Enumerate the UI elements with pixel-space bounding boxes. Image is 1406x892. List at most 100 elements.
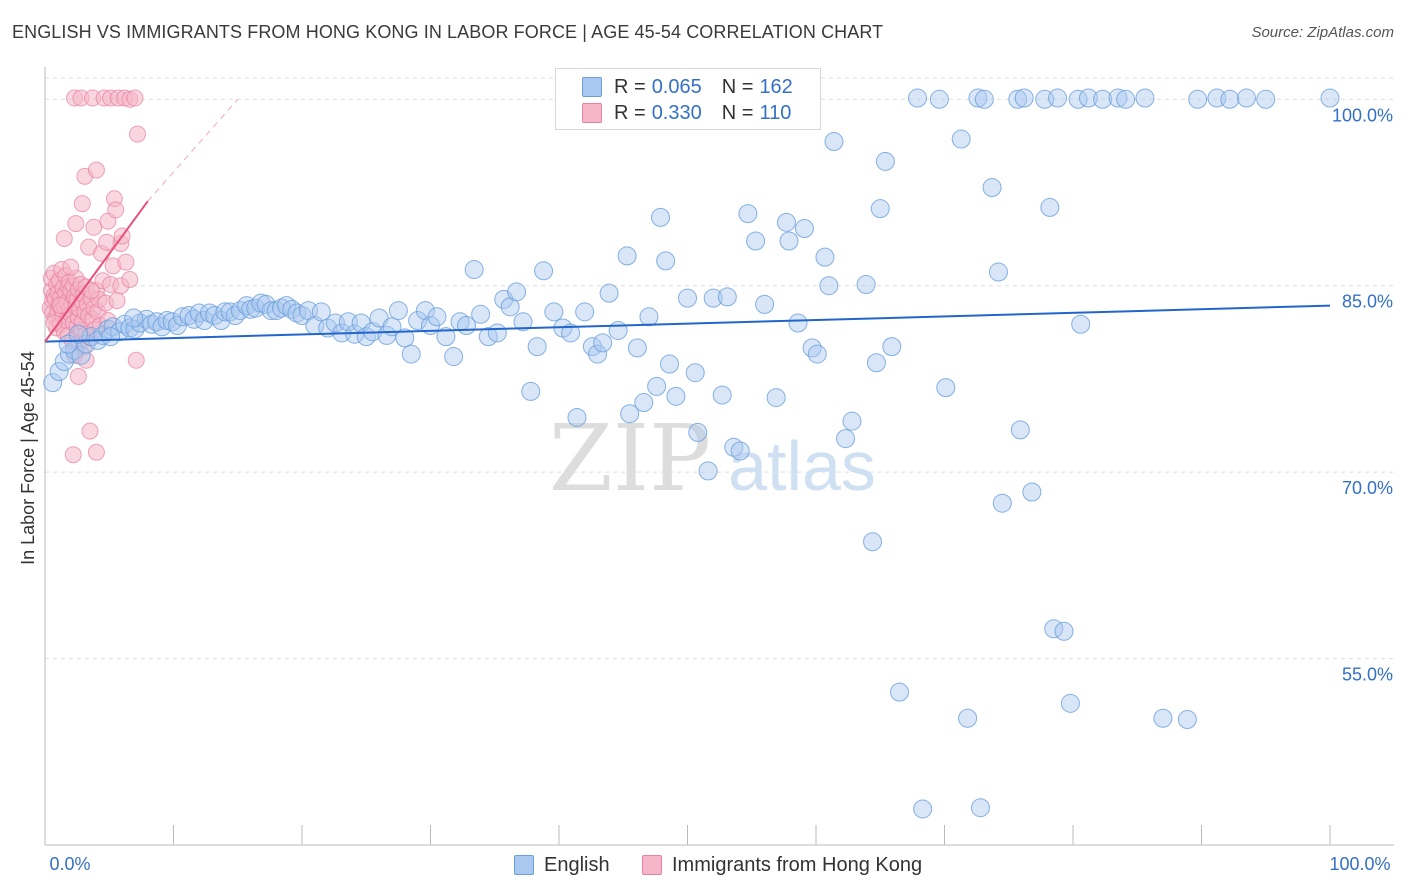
english-point [1048, 88, 1068, 108]
english-point [815, 247, 835, 267]
english-point [101, 327, 121, 347]
x-tick-label-right: 100.0% [1329, 854, 1390, 874]
english-points [43, 88, 1340, 819]
english-point [866, 353, 886, 373]
english-point [620, 404, 640, 424]
english-point [678, 288, 697, 308]
english-point [875, 151, 895, 171]
correlation-legend: R = 0.065 N = 162 R = 0.330 N = 110 [555, 68, 821, 130]
hk-point [98, 233, 116, 251]
english-point [863, 532, 883, 552]
hk-point [107, 201, 125, 219]
y-tick-label: 55.0% [1342, 665, 1393, 685]
trend-lines [44, 98, 1331, 343]
watermark: ZIP atlas [549, 405, 876, 512]
english-point [951, 129, 971, 149]
english-point [68, 324, 88, 344]
bottom-legend-english: English [514, 852, 610, 878]
english-point [487, 323, 507, 343]
english-point [49, 361, 69, 381]
english-point [282, 299, 302, 319]
y-axis-label: In Labor Force | Age 45-54 [18, 351, 38, 565]
english-point [712, 385, 732, 405]
english-point [647, 376, 667, 396]
axis-labels: 0.0% 100.0% In Labor Force | Age 45-54 5… [18, 105, 1393, 874]
legend-n-label: N = [721, 101, 754, 124]
english-point [427, 307, 447, 327]
english-point [599, 283, 619, 303]
english-point [311, 302, 331, 322]
english-point [1054, 621, 1074, 641]
english-point [958, 708, 978, 728]
watermark-atlas: atlas [728, 427, 876, 505]
english-point [634, 393, 654, 413]
hk-point [117, 253, 135, 271]
english-point [395, 328, 415, 348]
hk-point [129, 125, 147, 143]
english-point [746, 231, 766, 251]
legend-swatch-english [582, 77, 602, 97]
english-point [561, 323, 581, 343]
hk-points [41, 89, 147, 464]
y-tick-label: 70.0% [1342, 478, 1393, 498]
english-point [660, 354, 680, 374]
hk-point [108, 292, 126, 310]
english-point [1108, 88, 1128, 108]
english-point [220, 302, 240, 322]
english-point [992, 493, 1012, 513]
english-point [124, 308, 144, 328]
legend-n-value-english: 162 [759, 75, 793, 98]
english-point [738, 204, 758, 224]
legend-r-value-english: 0.065 [651, 75, 702, 98]
legend-row-english: R = 0.065 N = 162 [582, 74, 813, 100]
english-point [824, 132, 844, 152]
english-point [1135, 88, 1155, 108]
english-point [1256, 89, 1276, 109]
english-point [1040, 197, 1060, 217]
english-point [415, 301, 435, 321]
english-point [1078, 88, 1098, 108]
english-point [464, 260, 484, 280]
english-point [1008, 89, 1028, 109]
english-point [639, 307, 659, 327]
english-point [256, 294, 276, 314]
english-point [1068, 89, 1088, 109]
english-point [593, 333, 613, 353]
english-point [230, 301, 250, 321]
legend-r-value-hk: 0.330 [651, 101, 702, 124]
legend-n-label: N = [721, 75, 754, 98]
english-point [1188, 89, 1208, 109]
hk-point [67, 215, 85, 233]
english-point [471, 304, 491, 324]
english-point [856, 274, 876, 294]
bottom-legend-swatch-hk [642, 855, 662, 875]
hk-point [85, 218, 103, 236]
axes [44, 67, 1394, 846]
english-point [1022, 482, 1042, 502]
english-point [802, 338, 822, 358]
english-point [408, 311, 428, 331]
english-point [507, 282, 527, 302]
english-point [819, 276, 839, 296]
hk-trend-line [44, 200, 149, 343]
english-point [152, 317, 172, 337]
english-point [988, 262, 1008, 282]
english-point [730, 441, 750, 461]
hk-point [62, 258, 80, 276]
hk-point [87, 161, 105, 179]
english-point [527, 337, 547, 357]
english-point [755, 294, 775, 314]
english-point [588, 344, 608, 364]
english-point [766, 388, 786, 408]
english-point [617, 246, 637, 266]
legend-n-value-hk: 110 [759, 101, 792, 124]
bottom-legend-swatch-english [514, 855, 534, 875]
english-point [929, 89, 949, 109]
english-point [271, 298, 291, 318]
english-point [1093, 89, 1113, 109]
legend-r-label: R = [614, 75, 646, 98]
english-point [1060, 693, 1080, 713]
english-point [685, 363, 705, 383]
y-tick-label: 85.0% [1342, 292, 1393, 312]
